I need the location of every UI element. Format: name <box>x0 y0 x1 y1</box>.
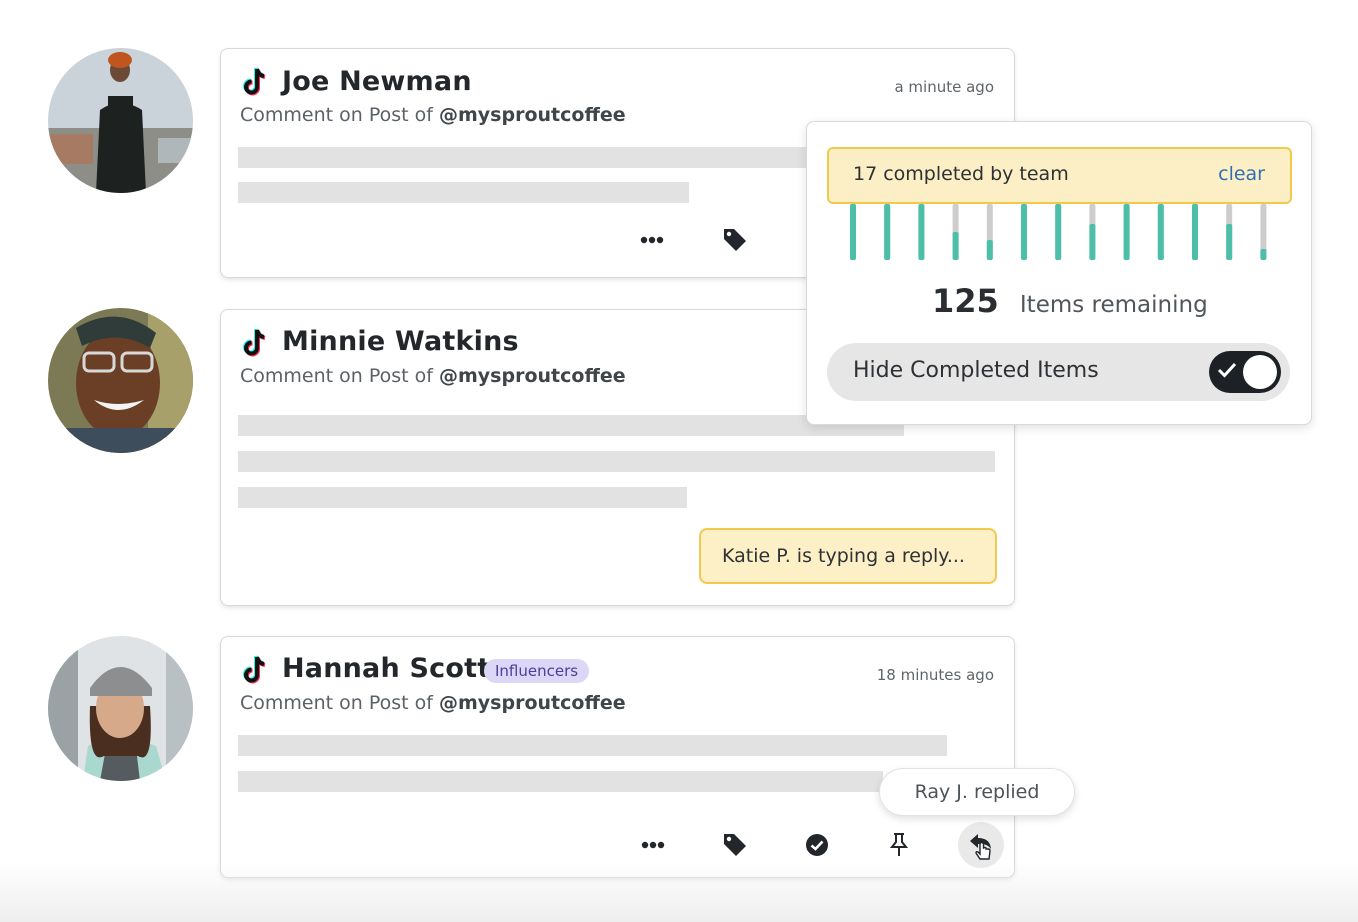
completed-filter[interactable]: 17 completed by team clear <box>827 147 1292 204</box>
sparkline-bar <box>1089 224 1096 260</box>
comment-subtitle: Comment on Post of @mysproutcoffee <box>240 365 626 387</box>
pin-button[interactable] <box>884 830 914 860</box>
sparkline-bar <box>1123 204 1130 260</box>
sparkline-bar <box>850 204 856 260</box>
reply-notification: Ray J. replied <box>879 768 1075 816</box>
pin-icon <box>889 833 909 856</box>
author-name: Joe Newman <box>282 66 472 97</box>
post-handle: @mysproutcoffee <box>439 365 626 387</box>
sparkline-bar <box>1192 204 1198 260</box>
sparkline-bar <box>1260 249 1267 260</box>
timestamp: 18 minutes ago <box>876 666 994 684</box>
sparkline-track <box>1260 204 1267 260</box>
check-circle-icon <box>806 834 828 856</box>
post-handle: @mysproutcoffee <box>439 692 626 714</box>
check-icon <box>1217 362 1237 378</box>
clear-link[interactable]: clear <box>1218 163 1265 185</box>
content-placeholder <box>238 487 687 508</box>
more-button[interactable] <box>638 830 668 860</box>
hand-cursor-icon <box>975 841 991 860</box>
hide-completed-label: Hide Completed Items <box>853 358 1099 383</box>
sparkline-bar <box>884 204 891 260</box>
avatar-minnie-watkins <box>48 308 193 453</box>
reply-icon <box>970 834 991 860</box>
filter-text: 17 completed by team <box>853 163 1069 185</box>
tag-button[interactable] <box>720 225 750 255</box>
subtitle-prefix: Comment on Post of <box>240 104 433 126</box>
sparkline-bar <box>918 204 925 260</box>
sparkline-bar <box>1157 204 1164 260</box>
comment-card-hannah-scott[interactable]: Hannah Scott Influencers 18 minutes ago … <box>220 636 1015 878</box>
author-name: Minnie Watkins <box>282 326 519 357</box>
avatar-joe-newman <box>48 48 193 193</box>
subtitle-prefix: Comment on Post of <box>240 365 433 387</box>
hide-completed-row[interactable]: Hide Completed Items <box>827 343 1290 401</box>
content-placeholder <box>238 735 947 756</box>
sparkline-bar <box>1021 204 1027 260</box>
hide-completed-toggle[interactable] <box>1209 351 1281 393</box>
bottom-fade <box>0 862 1358 922</box>
sparkline-bar <box>952 232 959 260</box>
remaining-count: 125 <box>932 282 999 320</box>
post-handle: @mysproutcoffee <box>439 104 626 126</box>
team-progress-popover: 17 completed by team clear 125 Items rem… <box>806 121 1312 425</box>
content-placeholder <box>238 451 995 472</box>
tag-icon <box>724 834 746 856</box>
sparkline-bar <box>986 240 993 260</box>
influencers-badge[interactable]: Influencers <box>484 659 590 683</box>
complete-button[interactable] <box>802 830 832 860</box>
typing-indicator: Katie P. is typing a reply... <box>699 528 997 584</box>
reply-button[interactable] <box>966 830 996 860</box>
more-button[interactable] <box>637 225 667 255</box>
toggle-knob <box>1243 355 1277 389</box>
author-name: Hannah Scott <box>282 653 491 684</box>
content-placeholder <box>238 771 883 792</box>
items-remaining: 125 Items remaining <box>932 282 1208 320</box>
more-icon <box>640 236 664 244</box>
sparkline-bar <box>1226 224 1233 260</box>
content-placeholder <box>238 147 838 168</box>
content-placeholder <box>238 182 689 203</box>
comment-subtitle: Comment on Post of @mysproutcoffee <box>240 104 626 126</box>
tiktok-icon <box>243 328 266 357</box>
timestamp: a minute ago <box>894 78 994 96</box>
comment-subtitle: Comment on Post of @mysproutcoffee <box>240 692 626 714</box>
content-placeholder <box>238 415 904 436</box>
tiktok-icon <box>243 67 266 96</box>
tag-icon <box>724 229 746 251</box>
tag-button[interactable] <box>720 830 750 860</box>
sparkline-bar <box>1055 204 1062 260</box>
more-icon <box>641 841 665 849</box>
avatar-hannah-scott <box>48 636 193 781</box>
completion-sparkline <box>850 204 1267 260</box>
tiktok-icon <box>243 655 266 684</box>
remaining-label: Items remaining <box>1019 292 1208 318</box>
subtitle-prefix: Comment on Post of <box>240 692 433 714</box>
